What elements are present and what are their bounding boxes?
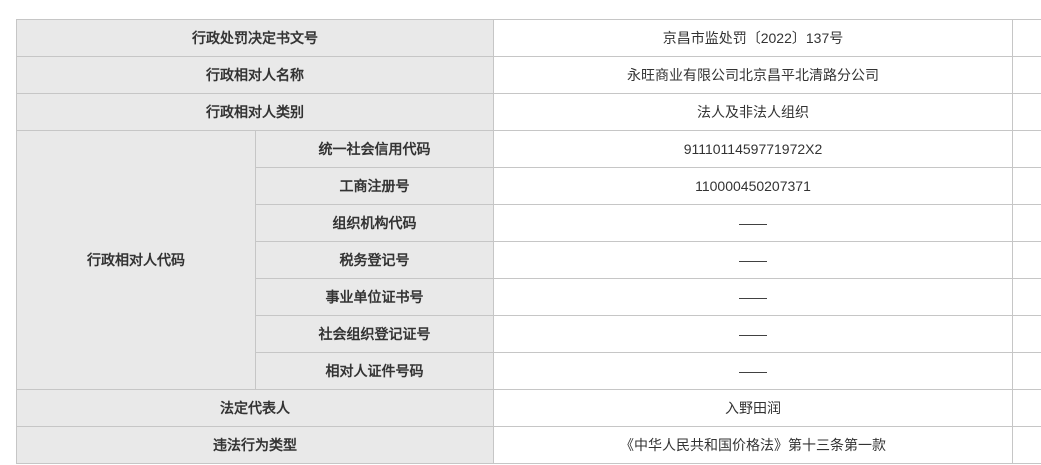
table-row: 事业单位证书号 —— [17,278,1041,316]
field-label-party-codes-group: 行政相对人代码 [16,130,256,390]
clipped-cell [1012,130,1041,168]
field-label-party-category: 行政相对人类别 [16,93,494,131]
field-value-decision-number: 京昌市监处罚〔2022〕137号 [493,19,1013,57]
field-label-tax-reg-number: 税务登记号 [255,241,494,279]
field-value-tax-reg-number: —— [493,241,1013,279]
table-row: 行政相对人代码 统一社会信用代码 9111011459771972X2 [16,130,1041,390]
clipped-cell [1012,389,1041,427]
clipped-cell [1012,315,1041,353]
field-label-decision-number: 行政处罚决定书文号 [16,19,494,57]
table-row: 税务登记号 —— [17,241,1041,279]
field-label-social-org-reg-number: 社会组织登记证号 [255,315,494,353]
table-row: 社会组织登记证号 —— [17,315,1041,353]
field-value-business-reg-number: 110000450207371 [493,167,1013,205]
field-label-legal-representative: 法定代表人 [16,389,494,427]
table-row: 行政相对人名称 永旺商业有限公司北京昌平北清路分公司 [16,56,1041,94]
table-row: 行政处罚决定书文号 京昌市监处罚〔2022〕137号 [16,19,1041,57]
table-row: 违法行为类型 《中华人民共和国价格法》第十三条第一款 [16,426,1041,464]
field-value-social-org-reg-number: —— [493,315,1013,353]
clipped-cell [1012,93,1041,131]
field-value-legal-representative: 入野田润 [493,389,1013,427]
field-label-institution-cert-number: 事业单位证书号 [255,278,494,316]
clipped-cell [1012,19,1041,57]
field-label-org-code: 组织机构代码 [255,204,494,242]
clipped-cell [1012,167,1041,205]
field-value-credit-code: 9111011459771972X2 [493,130,1013,168]
field-label-credit-code: 统一社会信用代码 [255,130,494,168]
field-label-business-reg-number: 工商注册号 [255,167,494,205]
table-row: 工商注册号 110000450207371 [17,167,1041,205]
clipped-cell [1012,352,1041,390]
field-label-party-name: 行政相对人名称 [16,56,494,94]
field-value-org-code: —— [493,204,1013,242]
clipped-cell [1012,241,1041,279]
clipped-cell [1012,278,1041,316]
field-value-institution-cert-number: —— [493,278,1013,316]
field-value-violation-type: 《中华人民共和国价格法》第十三条第一款 [493,426,1013,464]
field-label-party-id-number: 相对人证件号码 [255,352,494,390]
clipped-cell [1012,426,1041,464]
clipped-cell [1012,204,1041,242]
field-value-party-id-number: —— [493,352,1013,390]
field-value-party-category: 法人及非法人组织 [493,93,1013,131]
penalty-info-table: 行政处罚决定书文号 京昌市监处罚〔2022〕137号 行政相对人名称 永旺商业有… [16,19,1041,464]
table-row: 法定代表人 入野田润 [16,389,1041,427]
field-label-violation-type: 违法行为类型 [16,426,494,464]
table-row: 行政相对人类别 法人及非法人组织 [16,93,1041,131]
field-value-party-name: 永旺商业有限公司北京昌平北清路分公司 [493,56,1013,94]
clipped-cell [1012,56,1041,94]
